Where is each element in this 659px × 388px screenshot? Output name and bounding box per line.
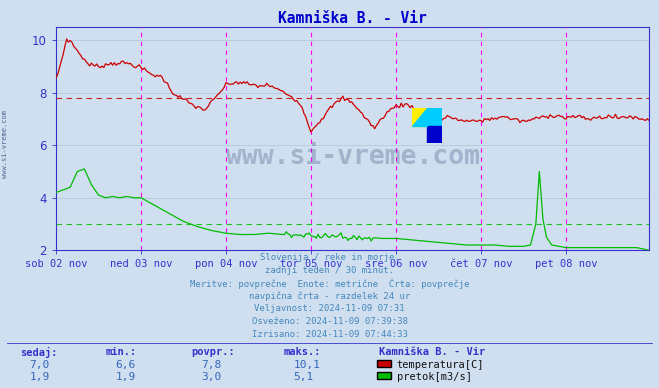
Text: sedaj:: sedaj: [20,347,57,358]
Text: 7,8: 7,8 [201,360,221,370]
Text: min.:: min.: [105,347,136,357]
Text: 5,1: 5,1 [293,372,314,383]
Text: www.si-vreme.com: www.si-vreme.com [2,109,9,178]
Title: Kamniška B. - Vir: Kamniška B. - Vir [278,11,427,26]
Text: Osveženo: 2024-11-09 07:39:38: Osveženo: 2024-11-09 07:39:38 [252,317,407,326]
Text: 1,9: 1,9 [30,372,50,383]
Text: Slovenija / reke in morje.: Slovenija / reke in morje. [260,253,399,262]
Text: Meritve: povprečne  Enote: metrične  Črta: povprečje: Meritve: povprečne Enote: metrične Črta:… [190,279,469,289]
Polygon shape [412,108,427,126]
Text: 6,6: 6,6 [115,360,136,370]
Text: Izrisano: 2024-11-09 07:44:33: Izrisano: 2024-11-09 07:44:33 [252,330,407,339]
Bar [412,108,427,126]
Text: 10,1: 10,1 [293,360,320,370]
Text: pretok[m3/s]: pretok[m3/s] [397,372,472,383]
Text: zadnji teden / 30 minut.: zadnji teden / 30 minut. [265,266,394,275]
Text: www.si-vreme.com: www.si-vreme.com [225,144,480,170]
Text: Veljavnost: 2024-11-09 07:31: Veljavnost: 2024-11-09 07:31 [254,304,405,313]
Bar [427,126,442,143]
Text: povpr.:: povpr.: [191,347,235,357]
Text: Kamniška B. - Vir: Kamniška B. - Vir [379,347,485,357]
Text: 7,0: 7,0 [30,360,50,370]
Bar [427,108,442,126]
Text: 3,0: 3,0 [201,372,221,383]
Text: navpična črta - razdelek 24 ur: navpična črta - razdelek 24 ur [249,291,410,301]
Text: maks.:: maks.: [283,347,321,357]
Text: temperatura[C]: temperatura[C] [397,360,484,370]
Text: 1,9: 1,9 [115,372,136,383]
